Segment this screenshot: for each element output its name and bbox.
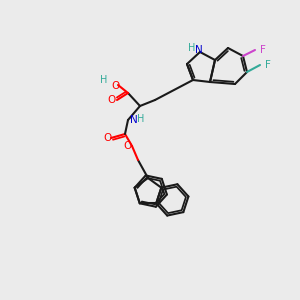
- Text: H: H: [100, 75, 108, 85]
- Text: H: H: [137, 114, 145, 124]
- Text: O: O: [103, 133, 111, 143]
- Text: N: N: [130, 115, 138, 125]
- Text: F: F: [260, 45, 266, 55]
- Text: O: O: [111, 81, 119, 91]
- Text: H: H: [188, 43, 196, 53]
- Text: N: N: [195, 45, 203, 55]
- Text: F: F: [265, 60, 271, 70]
- Text: O: O: [108, 95, 116, 105]
- Text: O: O: [124, 141, 132, 151]
